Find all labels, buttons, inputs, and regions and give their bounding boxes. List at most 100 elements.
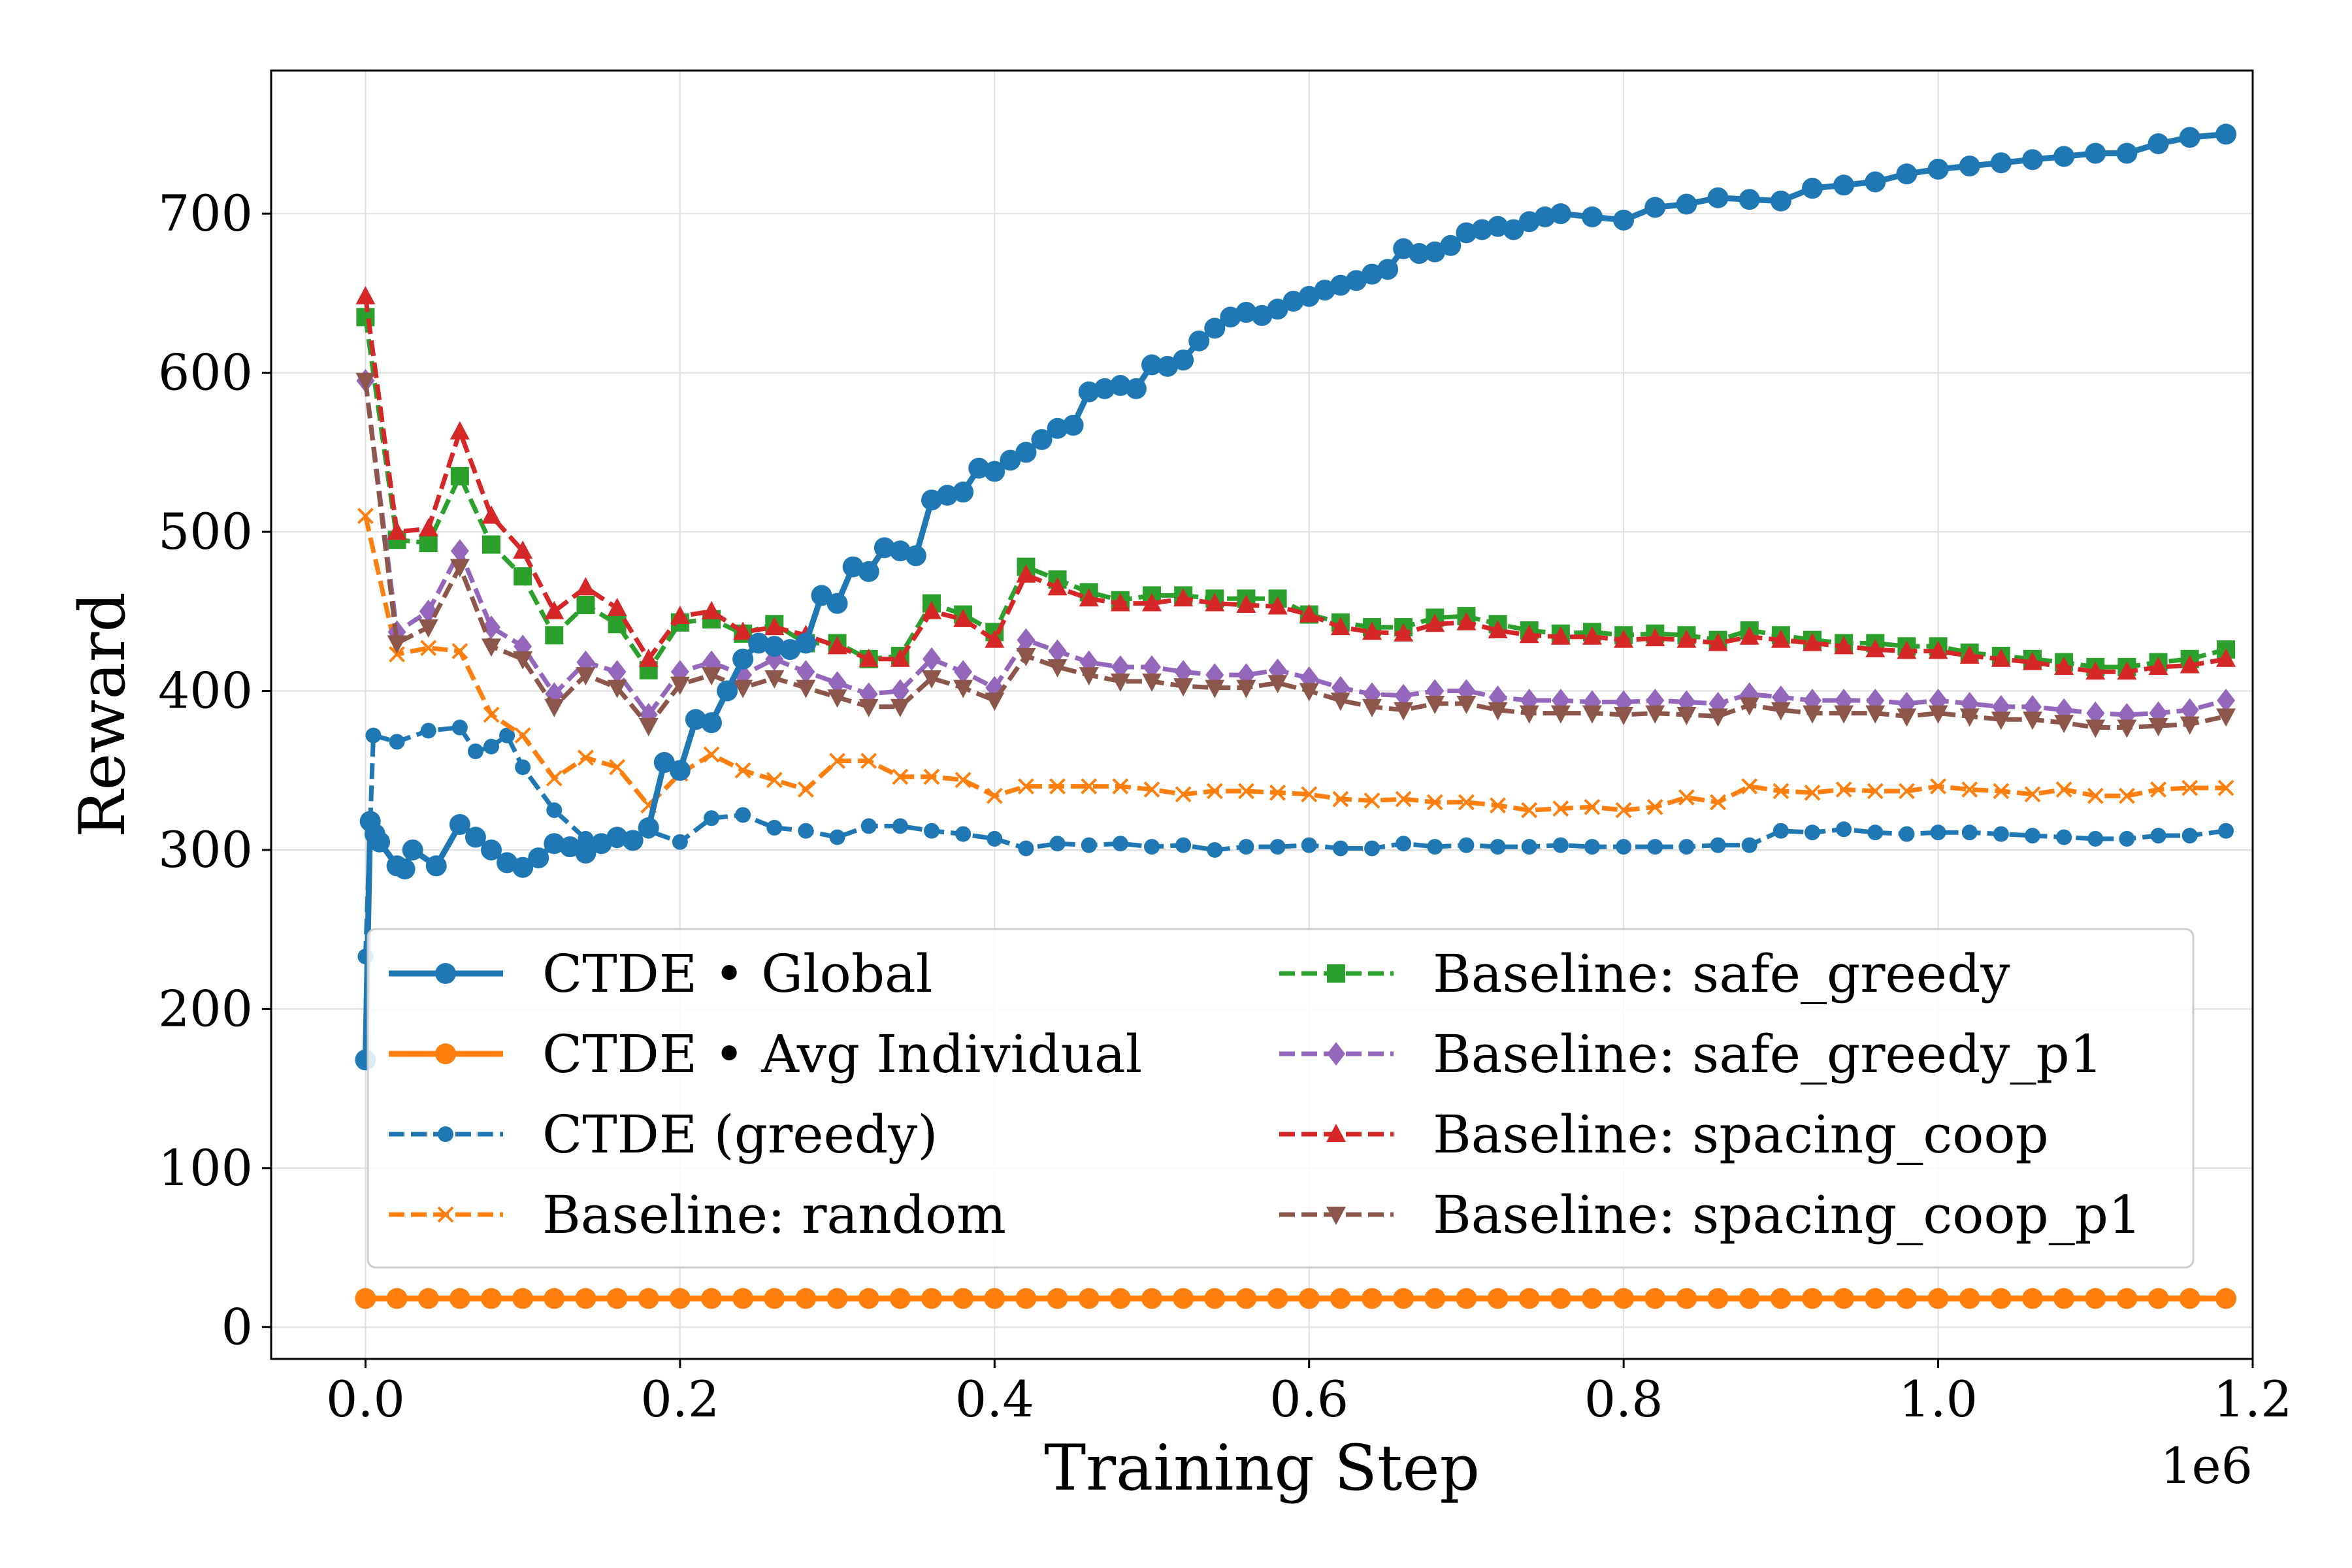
series-point (1238, 783, 1254, 800)
series-point (748, 632, 770, 654)
series-point (734, 762, 751, 779)
series-point (1047, 417, 1068, 439)
series-point (890, 698, 910, 717)
legend-marker (437, 1206, 454, 1223)
series-point (1503, 219, 1524, 240)
series-point (1616, 839, 1632, 855)
series-point (1267, 675, 1288, 694)
series-point (609, 759, 625, 776)
series-point (2022, 1288, 2043, 1309)
series-point (1424, 1288, 1446, 1309)
series-point (544, 600, 564, 619)
legend-box (367, 928, 2195, 1269)
series-point (1017, 628, 1036, 652)
series-point (1078, 1288, 1100, 1309)
series-point (2150, 781, 2166, 798)
series-point (1488, 619, 1508, 638)
series-point (1298, 286, 1320, 307)
series-point (2119, 830, 2135, 847)
series-point (1332, 840, 1348, 857)
series-point (1049, 836, 1066, 852)
series-point (1018, 778, 1034, 794)
series-point (419, 599, 438, 623)
series-point (1362, 263, 1382, 285)
series-point (828, 671, 847, 695)
series-point (387, 635, 407, 654)
series-point (1204, 1288, 1226, 1309)
series-point (829, 829, 845, 845)
series-point (1708, 708, 1728, 727)
series-point (546, 770, 563, 787)
series-point (1896, 1288, 1918, 1309)
series-point (1110, 593, 1130, 612)
y-axis-title: Reward (66, 592, 139, 838)
series-point (2056, 829, 2072, 845)
series-point (702, 650, 721, 674)
series-point (1364, 840, 1380, 857)
series-point (890, 679, 909, 703)
series-point (889, 1288, 911, 1309)
series-point (858, 1288, 879, 1309)
series-point (766, 819, 783, 836)
series-point (1456, 612, 1477, 630)
series-point (1613, 1288, 1635, 1309)
legend-item: Baseline: safe_greedy_p1 (1279, 1024, 2103, 1085)
series-point (2181, 779, 2198, 796)
series-point (544, 833, 565, 855)
series-point (1173, 1288, 1194, 1309)
series-point (1016, 647, 1036, 666)
series-point (622, 830, 644, 851)
series-point (1396, 836, 1412, 852)
series-point (764, 1288, 785, 1309)
y-tick-label: 200 (158, 979, 253, 1037)
series-point (1615, 802, 1632, 819)
series-point (1015, 1288, 1037, 1309)
series-point (1519, 705, 1539, 724)
legend-label: Baseline: safe_greedy (1433, 943, 2010, 1004)
series-point (1015, 442, 1037, 463)
series-point (2148, 718, 2168, 737)
series-point (576, 577, 596, 596)
series-point (2180, 716, 2200, 735)
series-point (1047, 1288, 1068, 1309)
series-point (2087, 830, 2104, 847)
series-point (1471, 219, 1493, 240)
series-point (1456, 222, 1477, 244)
series-point (1865, 639, 1886, 658)
series-point (923, 768, 940, 785)
series-point (1802, 1288, 1823, 1309)
series-point (1961, 825, 1978, 841)
series-point (497, 852, 518, 874)
series-point (355, 372, 376, 391)
legend-label: CTDE (greedy) (542, 1104, 938, 1165)
series-point (1394, 623, 1414, 642)
series-point (985, 629, 1005, 648)
series-point (1644, 197, 1666, 218)
series-point (858, 698, 879, 717)
series-point (953, 482, 974, 503)
series-point (1897, 708, 1917, 727)
series-point (1834, 705, 1854, 724)
series-point (1079, 650, 1098, 674)
x-tick-label: 0.0 (326, 1370, 405, 1428)
series-point (1644, 1288, 1666, 1309)
series-point (2148, 1288, 2169, 1309)
series-6 (355, 286, 2236, 680)
series-point (1049, 778, 1066, 794)
series-point (985, 693, 1005, 711)
series-point (1440, 235, 1462, 256)
series-point (766, 772, 783, 789)
series-point (1173, 678, 1194, 697)
series-point (449, 813, 470, 835)
series-point (1899, 783, 1915, 800)
series-point (1741, 778, 1758, 794)
series-point (953, 679, 973, 698)
series-point (1710, 794, 1726, 811)
legend-item: Baseline: spacing_coop (1279, 1104, 2049, 1165)
series-point (2180, 698, 2199, 722)
series-point (764, 670, 785, 689)
series-point (1205, 679, 1225, 698)
series-point (669, 1288, 691, 1309)
legend-item: CTDE • Avg Individual (389, 1024, 1142, 1085)
